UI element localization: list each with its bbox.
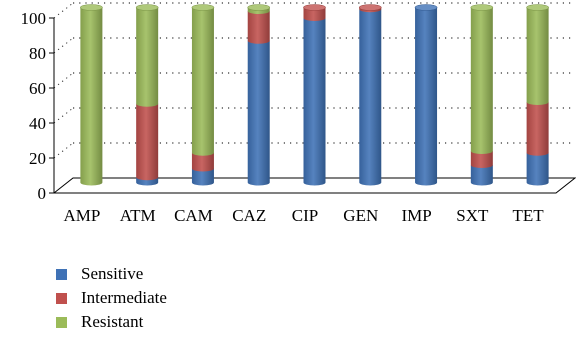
legend-item-intermediate: Intermediate [56, 286, 167, 310]
legend-swatch-intermediate [56, 292, 67, 304]
gridline-diagonal [53, 37, 74, 54]
bar-cam-resistant [191, 7, 214, 156]
legend-swatch-resistant [56, 316, 67, 328]
bar-sxt-resistant [470, 7, 493, 154]
bar-imp-sensitive [415, 7, 438, 186]
bar-tet-intermediate [526, 102, 549, 156]
gridline-diagonal [53, 2, 74, 19]
bar-tet-resistant [526, 7, 549, 105]
y-tick-label: 20 [29, 149, 46, 168]
axes [49, 17, 576, 194]
x-axis-category-labels: AMP ATM CAM CAZ CIP GEN IMP SXT TET [63, 206, 544, 225]
category-label-gen: GEN [343, 206, 378, 225]
category-label-cam: CAM [174, 206, 213, 225]
bar-cam-intermediate [191, 152, 214, 172]
bar-cap-imp [414, 4, 438, 11]
legend-label-sensitive: Sensitive [81, 264, 144, 283]
bar-cam-sensitive [191, 168, 214, 186]
bar-cip-sensitive [303, 18, 326, 186]
gridline-diagonal [53, 72, 74, 89]
legend-item-resistant: Resistant [56, 310, 167, 334]
category-label-sxt: SXT [456, 206, 489, 225]
bar-cap-cip [303, 4, 326, 11]
category-label-cip: CIP [292, 206, 318, 225]
bar-atm-resistant [136, 7, 159, 107]
gridline-diagonal [53, 142, 74, 159]
bar-cip-intermediate [303, 7, 326, 21]
y-axis-tick-labels: 0 20 40 60 80 100 [21, 9, 47, 203]
legend-label-resistant: Resistant [81, 312, 144, 331]
bar-atm-intermediate [136, 103, 159, 181]
category-label-caz: CAZ [232, 206, 266, 225]
legend: Sensitive Intermediate Resistant [56, 262, 167, 334]
bar-cap-gen [358, 4, 382, 11]
category-label-amp: AMP [63, 206, 100, 225]
legend-swatch-sensitive [56, 268, 67, 280]
bar-gen-sensitive [359, 9, 382, 186]
bar-sxt-intermediate [470, 151, 493, 168]
bar-cap-atm [135, 4, 159, 11]
bar-caz-sensitive [247, 40, 270, 186]
category-label-imp: IMP [401, 206, 431, 225]
bar-cap-cam [191, 4, 215, 11]
bar-amp-resistant [80, 7, 103, 186]
y-tick-label: 0 [38, 184, 47, 203]
category-label-atm: ATM [120, 206, 156, 225]
bar-caz-intermediate [247, 11, 270, 44]
bar-sxt-sensitive [470, 165, 493, 186]
y-tick-label: 80 [29, 44, 46, 63]
bar-cap-tet [526, 4, 549, 11]
legend-item-sensitive: Sensitive [56, 262, 167, 286]
legend-label-intermediate: Intermediate [81, 288, 167, 307]
gridline-diagonal [53, 107, 74, 124]
y-tick-label: 40 [29, 114, 46, 133]
y-tick-label: 60 [29, 79, 46, 98]
bar-cap-amp [80, 4, 103, 11]
bar-cap-sxt [470, 4, 494, 11]
bar-chart: 0 20 40 60 80 100 AMP ATM CAM CAZ CIP GEN IMP SXT TET [21, 2, 576, 225]
bar-cap-caz [247, 4, 271, 11]
category-label-tet: TET [513, 206, 545, 225]
y-tick-label: 100 [21, 9, 47, 28]
bars [80, 4, 549, 186]
bar-tet-sensitive [526, 152, 549, 186]
